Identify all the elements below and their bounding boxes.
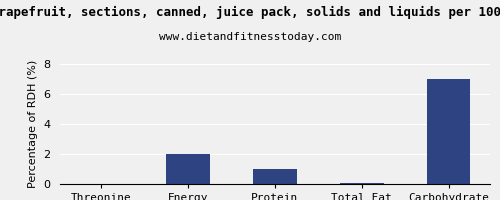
- Bar: [166, 154, 210, 184]
- Bar: [254, 169, 296, 184]
- Bar: [340, 182, 384, 184]
- Y-axis label: Percentage of RDH (%): Percentage of RDH (%): [28, 60, 38, 188]
- Text: Grapefruit, sections, canned, juice pack, solids and liquids per 100g: Grapefruit, sections, canned, juice pack…: [0, 6, 500, 19]
- Bar: [427, 79, 470, 184]
- Text: www.dietandfitnesstoday.com: www.dietandfitnesstoday.com: [159, 32, 341, 42]
